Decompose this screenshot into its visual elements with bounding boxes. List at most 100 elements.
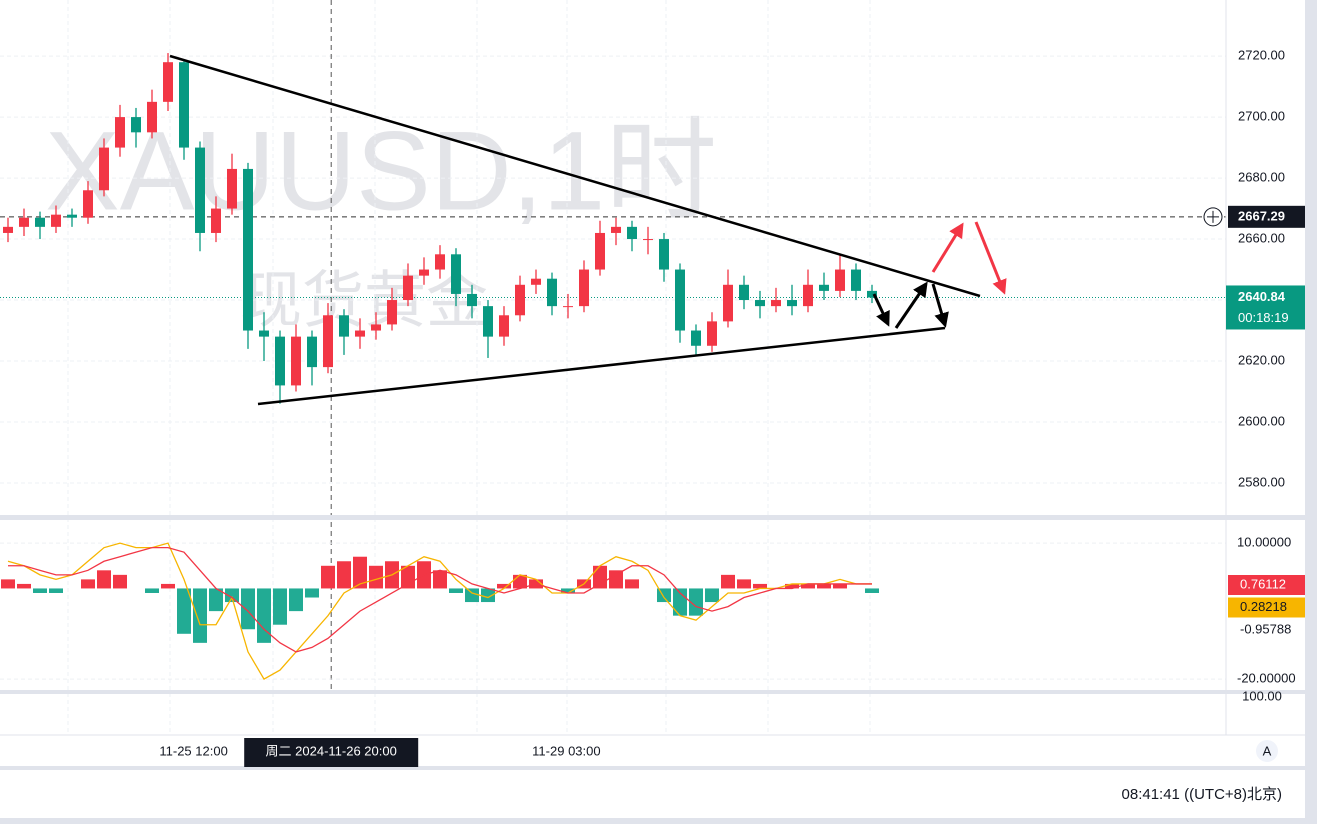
histogram-bar (241, 588, 255, 630)
candle-body (435, 254, 445, 270)
histogram-bar (33, 588, 47, 593)
histogram-bar (497, 583, 511, 589)
y-tick-label: 2620.00 (1238, 352, 1285, 367)
clock: 08:41:41 (1122, 786, 1180, 803)
candle-body (35, 217, 45, 227)
arrow (974, 221, 1007, 295)
x-tick-label: 11-29 03:00 (532, 743, 600, 758)
last-price-label: 2640.84 (1238, 289, 1286, 304)
histogram-bar (481, 588, 495, 603)
histogram-bar (353, 556, 367, 589)
candle-body (275, 336, 285, 386)
candle-body (83, 190, 93, 218)
histogram-bar (113, 574, 127, 589)
candle-body (819, 284, 829, 291)
candle-body (115, 117, 125, 148)
candle-body (291, 336, 301, 386)
candle-body (195, 147, 205, 233)
y-tick-label: 10.00000 (1237, 535, 1291, 550)
axis-labels: 2580.002600.002620.002640.002660.002680.… (159, 48, 1305, 767)
candle-body (675, 269, 685, 331)
candle-body (643, 239, 653, 241)
drawings (169, 54, 1007, 406)
x-tick-label: 11-25 12:00 (159, 743, 227, 758)
histogram-bar (81, 579, 95, 589)
histogram-bar (225, 588, 239, 603)
candle-body (99, 147, 109, 191)
trendline-upper (169, 54, 981, 298)
histogram-bar (1, 579, 15, 589)
candle-body (419, 269, 429, 276)
candle-body (147, 101, 157, 133)
candle-body (531, 278, 541, 285)
candle-body (659, 239, 669, 270)
candle-body (131, 117, 141, 133)
auto-scale-button[interactable] (1256, 740, 1278, 762)
candle-body (595, 232, 605, 270)
crosshair-price-box (1228, 205, 1305, 228)
histogram-bar (449, 588, 463, 593)
candle-body (403, 275, 413, 301)
histogram-bar (17, 583, 31, 589)
y-tick-label: 2700.00 (1238, 109, 1285, 124)
signal-line (8, 547, 872, 653)
crosshair-time-box (244, 738, 419, 767)
timezone: ((UTC+8)北京) (1184, 786, 1282, 803)
candle-body (547, 278, 557, 307)
candle-body (211, 208, 221, 233)
watermark-symbol: XAUUSD,1时 (45, 109, 717, 234)
countdown: 00:18:19 (1238, 310, 1289, 325)
candle-body (755, 300, 765, 307)
histogram-bar (161, 583, 175, 589)
candle-body (51, 214, 61, 227)
histogram-bar (737, 579, 751, 589)
histogram-bar (337, 561, 351, 589)
candle-body (515, 284, 525, 316)
marks-layer (1, 53, 879, 681)
background-layer: XAUUSD,1时 现货黄金 (0, 0, 1226, 735)
value-label: 0.28218 (1240, 599, 1287, 614)
histogram-bar (833, 583, 847, 589)
candle-body (323, 315, 333, 368)
arrow (931, 283, 949, 328)
candle-body (627, 226, 637, 240)
histogram-bar (209, 588, 223, 612)
candle-body (67, 214, 77, 218)
auto-scale-label: A (1263, 743, 1272, 758)
histogram-bar (465, 588, 479, 603)
histogram-bar (305, 588, 319, 598)
candle-body (803, 284, 813, 307)
histogram-bar (257, 588, 271, 643)
candle-body (467, 293, 477, 307)
crosshair-price-label: 2667.29 (1238, 208, 1285, 223)
candle-body (355, 330, 365, 337)
candle-body (499, 315, 509, 337)
next-pane-tick: 100.00 (1242, 688, 1282, 703)
histogram-bar (177, 588, 191, 634)
candle-body (259, 330, 269, 337)
histogram-bar (785, 583, 799, 589)
candle-body (851, 269, 861, 291)
value-label-box (1228, 575, 1305, 595)
candle-body (387, 300, 397, 325)
crosshair-time-label: 周二 2024-11-26 20:00 (266, 743, 397, 758)
candle-body (483, 306, 493, 337)
value-label: 0.76112 (1240, 576, 1286, 591)
histogram-bar (193, 588, 207, 643)
histogram-bar (753, 583, 767, 589)
candle-body (867, 290, 877, 298)
histogram-bar (561, 588, 575, 593)
y-tick-label: -20.00000 (1237, 671, 1296, 686)
value-label: -0.95788 (1240, 621, 1291, 636)
candle-body (787, 300, 797, 307)
status-separator (0, 766, 1317, 770)
histogram-bar (289, 588, 303, 612)
y-tick-label: 2600.00 (1238, 413, 1285, 428)
candle-body (563, 306, 573, 308)
candle-body (691, 330, 701, 346)
candle-body (611, 226, 621, 233)
arrow (894, 281, 928, 329)
status-time: 08:41:41 ((UTC+8)北京) (1122, 786, 1282, 803)
